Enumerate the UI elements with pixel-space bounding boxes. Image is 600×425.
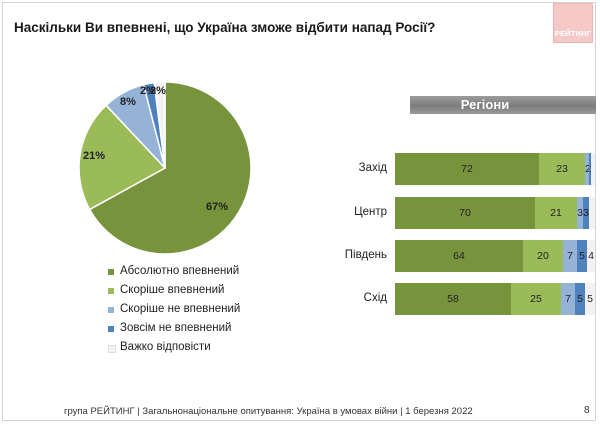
bar-value-label: 25 [530,293,542,305]
bar-value-label: 3 [583,207,589,219]
pie-label-3: 8% [120,96,136,108]
bar-value-label: 70 [459,207,471,219]
bar-segment [511,283,561,315]
bar-segment [587,240,595,272]
bar-segment [563,240,577,272]
bar-segment [395,197,535,229]
bar-segment [395,240,523,272]
legend-label: Скоріше не впевнений [120,303,241,315]
pie-slice-5 [153,81,166,169]
legend-swatch [108,307,114,313]
bar-value-label: 72 [461,163,473,175]
bar-value-label: 21 [550,207,562,219]
bar-value-label: 3 [577,207,583,219]
slide-title: Наскільки Ви впевнені, що Україна зможе … [14,20,436,35]
page-number: 8 [584,405,590,416]
bar-value-label: 23 [556,163,568,175]
pie-label-1: 67% [206,201,229,213]
region-bar: 64 20 7 5 4 [395,240,595,272]
bar-value-label: 5 [577,293,583,305]
region-bar: 70 21 3 3 [395,197,595,229]
logo-text: РЕЙТИНГ [554,29,592,38]
bar-value-label: 58 [447,293,459,305]
bar-segment [523,240,563,272]
bar-segment [585,153,589,185]
bar-value-label: 7 [565,293,571,305]
bar-segment [589,197,595,229]
bar-segment [583,197,589,229]
region-bar: 58 25 7 5 5 [395,283,595,315]
legend-label: Зовсім не впевнений [120,322,232,334]
legend-swatch [108,326,114,332]
bar-value-label: 64 [453,250,465,262]
footer-source: група РЕЙТИНГ | Загальнонаціональне опит… [64,406,473,417]
bar-segment [577,197,583,229]
bar-value-label: 20 [537,250,549,262]
bar-value-label: 4 [588,250,594,262]
legend-label: Абсолютно впевнений [120,265,240,277]
legend-swatch [108,345,116,353]
legend-swatch [108,269,114,275]
bar-segment [535,197,577,229]
legend-swatch [108,288,114,294]
bar-segment [589,153,591,185]
bar-segment [585,283,595,315]
bar-value-label: 7 [567,250,573,262]
region-label: Південь [344,249,387,261]
pie-slice-2 [78,104,167,211]
pie-label-2: 21% [83,150,106,162]
bar-value-label: 5 [579,250,585,262]
regions-title: Регіони [460,97,510,112]
bar-segment [561,283,575,315]
bar-segment [577,240,587,272]
bar-segment [395,283,511,315]
bar-value-label: 2 [585,163,591,175]
bar-segment [539,153,585,185]
slide-frame [2,2,596,421]
region-bar: 722321 [395,153,595,185]
bar-segment [395,153,539,185]
bar-value-label: 5 [587,293,593,305]
pie-label-5: 2% [150,85,166,97]
bar-segment [591,153,595,185]
region-label: Центр [354,206,387,218]
legend-label: Скоріше впевнений [120,284,225,296]
region-label: Захід [358,162,387,174]
rating-logo: РЕЙТИНГ [553,3,593,43]
pie-slice-1 [88,81,252,255]
pie-label-4: 2% [140,85,156,97]
region-label: Схід [363,292,387,304]
regions-header: Регіони [410,96,596,114]
legend-label: Важко відповісти [120,341,211,353]
bar-segment [575,283,585,315]
